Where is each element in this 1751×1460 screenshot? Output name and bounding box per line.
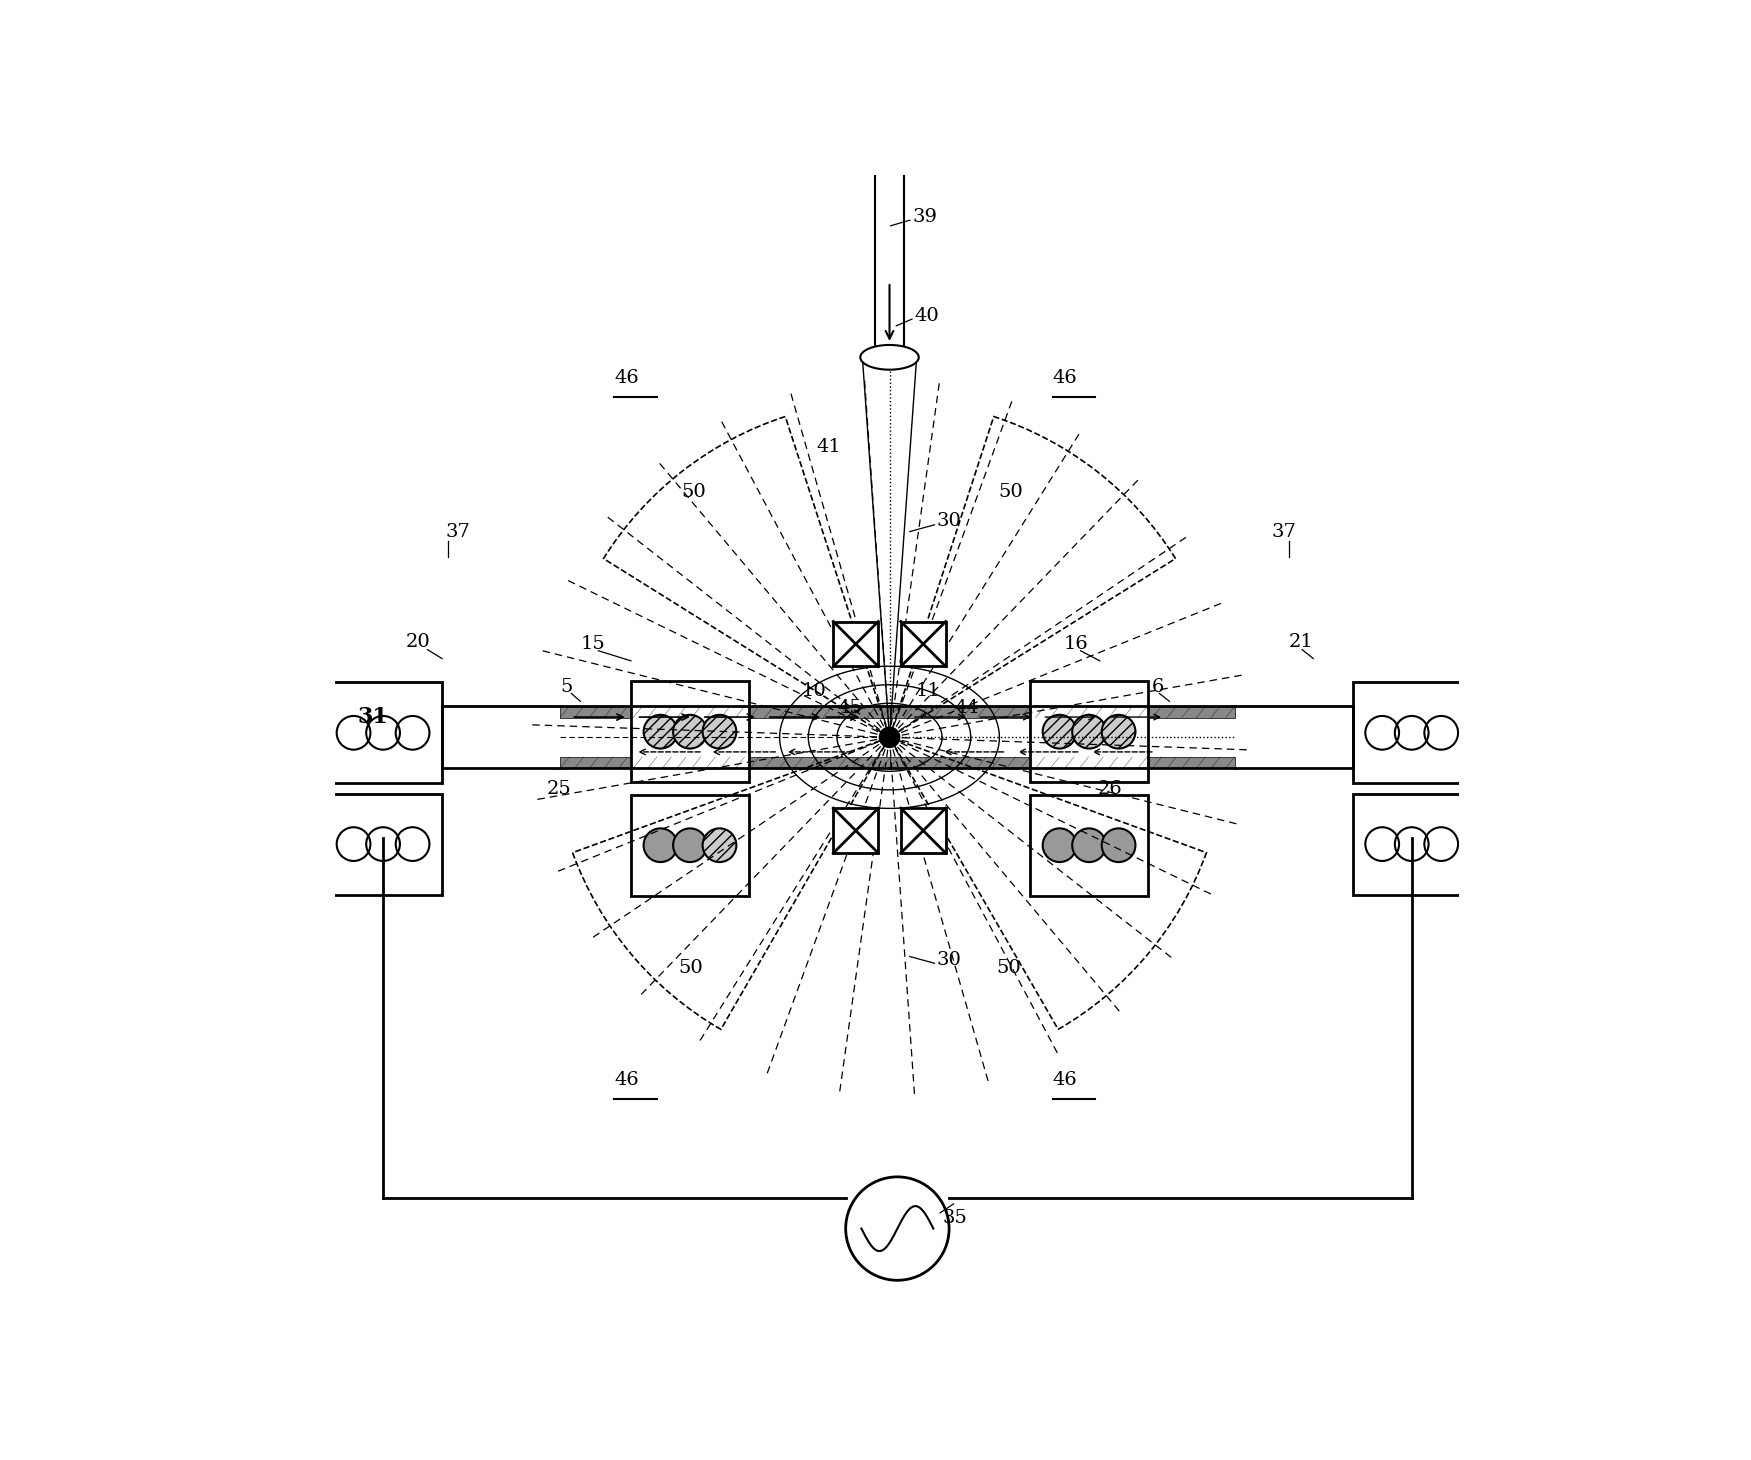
Text: 11: 11	[916, 682, 940, 701]
Bar	[1030, 680, 1149, 783]
Text: 10: 10	[802, 682, 826, 701]
Circle shape	[1072, 715, 1107, 749]
Bar	[324, 682, 441, 784]
Bar	[900, 809, 946, 853]
Bar	[1030, 794, 1149, 896]
Text: 50: 50	[678, 959, 702, 977]
Text: 16: 16	[1065, 635, 1089, 653]
Text: 21: 21	[1289, 632, 1313, 651]
Bar	[560, 707, 890, 718]
Text: 46: 46	[615, 1072, 639, 1089]
Bar	[630, 680, 749, 783]
Text: 26: 26	[1098, 780, 1122, 799]
Text: 50: 50	[996, 959, 1021, 977]
Bar	[833, 809, 879, 853]
Circle shape	[1101, 828, 1135, 861]
Bar	[900, 622, 946, 666]
Text: 46: 46	[615, 368, 639, 387]
Text: 40: 40	[914, 307, 939, 324]
Text: 46: 46	[1052, 368, 1077, 387]
Text: 44: 44	[954, 699, 979, 717]
Bar	[630, 794, 749, 896]
Bar	[1354, 682, 1471, 784]
Text: 50: 50	[681, 483, 706, 501]
Text: 35: 35	[942, 1209, 967, 1228]
Text: 45: 45	[837, 699, 863, 717]
Circle shape	[702, 828, 737, 861]
Text: 37: 37	[1271, 523, 1297, 540]
Circle shape	[644, 828, 678, 861]
Bar	[833, 622, 879, 666]
Bar	[890, 756, 1234, 768]
Text: 30: 30	[937, 950, 961, 969]
Circle shape	[879, 727, 900, 748]
Bar	[890, 707, 1234, 718]
Text: 31: 31	[357, 707, 389, 729]
Circle shape	[1072, 828, 1107, 861]
Text: 50: 50	[998, 483, 1023, 501]
Text: 25: 25	[546, 780, 571, 799]
Circle shape	[672, 715, 707, 749]
Text: 15: 15	[580, 635, 606, 653]
Circle shape	[1101, 715, 1135, 749]
Circle shape	[702, 715, 737, 749]
Text: 30: 30	[937, 512, 961, 530]
Text: 41: 41	[816, 438, 840, 457]
Text: 37: 37	[445, 523, 471, 540]
Circle shape	[1042, 715, 1077, 749]
Text: 6: 6	[1152, 677, 1164, 696]
Bar	[324, 794, 441, 895]
Circle shape	[1042, 828, 1077, 861]
Text: 46: 46	[1052, 1072, 1077, 1089]
Bar	[1354, 794, 1471, 895]
Text: 20: 20	[406, 632, 431, 651]
Text: 5: 5	[560, 677, 573, 696]
Text: 39: 39	[912, 207, 937, 226]
Bar	[560, 756, 890, 768]
Ellipse shape	[860, 345, 919, 369]
Circle shape	[644, 715, 678, 749]
Circle shape	[672, 828, 707, 861]
